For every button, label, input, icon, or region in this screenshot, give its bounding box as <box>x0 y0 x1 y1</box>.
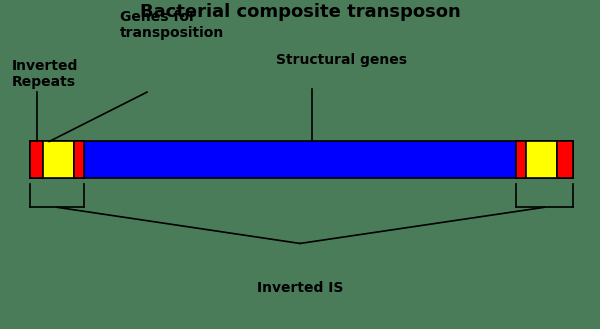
Text: Bacterial composite transposon: Bacterial composite transposon <box>140 3 460 21</box>
Bar <box>43 141 74 178</box>
Bar <box>557 141 573 178</box>
Text: Structural genes: Structural genes <box>276 53 407 67</box>
Bar <box>30 141 43 178</box>
Bar <box>74 141 84 178</box>
Text: Inverted
Repeats: Inverted Repeats <box>12 59 79 89</box>
Bar <box>526 141 557 178</box>
Bar <box>30 141 573 178</box>
Bar <box>516 141 526 178</box>
Text: Genes for
transposition: Genes for transposition <box>120 10 224 40</box>
Text: Inverted IS: Inverted IS <box>257 281 343 295</box>
